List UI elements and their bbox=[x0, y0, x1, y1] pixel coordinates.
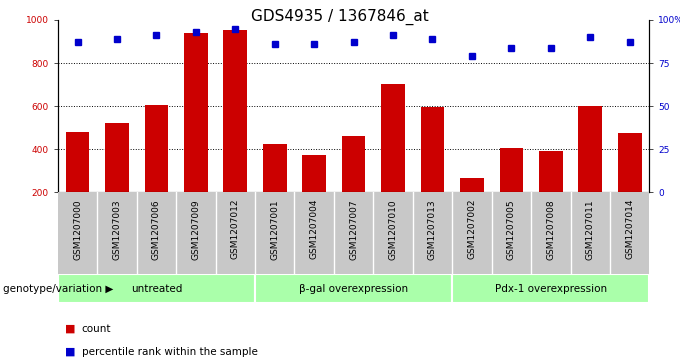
Text: Pdx-1 overexpression: Pdx-1 overexpression bbox=[495, 284, 607, 294]
Text: GSM1207007: GSM1207007 bbox=[349, 199, 358, 260]
Bar bbox=[618, 133, 641, 192]
Text: β-gal overexpression: β-gal overexpression bbox=[299, 284, 408, 294]
Text: GSM1207011: GSM1207011 bbox=[585, 199, 595, 260]
Text: untreated: untreated bbox=[131, 284, 182, 294]
Bar bbox=[452, 274, 649, 303]
Text: GSM1207013: GSM1207013 bbox=[428, 199, 437, 260]
Bar bbox=[460, 178, 483, 192]
Bar bbox=[579, 106, 602, 192]
Text: count: count bbox=[82, 323, 111, 334]
Bar bbox=[255, 274, 452, 303]
Text: GSM1207012: GSM1207012 bbox=[231, 199, 240, 260]
Bar bbox=[66, 132, 89, 192]
Text: ■: ■ bbox=[65, 347, 75, 357]
Text: GDS4935 / 1367846_at: GDS4935 / 1367846_at bbox=[251, 9, 429, 25]
Bar bbox=[381, 83, 405, 192]
Text: GSM1207014: GSM1207014 bbox=[625, 199, 634, 260]
Bar bbox=[303, 155, 326, 192]
Bar bbox=[342, 136, 365, 192]
Text: percentile rank within the sample: percentile rank within the sample bbox=[82, 347, 258, 357]
Bar bbox=[105, 123, 129, 192]
Text: GSM1207004: GSM1207004 bbox=[309, 199, 319, 260]
Bar bbox=[224, 30, 247, 192]
Text: ■: ■ bbox=[65, 323, 75, 334]
Text: genotype/variation ▶: genotype/variation ▶ bbox=[3, 284, 114, 294]
Bar bbox=[58, 274, 255, 303]
Text: GSM1207000: GSM1207000 bbox=[73, 199, 82, 260]
Bar bbox=[184, 33, 207, 192]
Bar bbox=[421, 107, 444, 192]
Bar bbox=[539, 151, 562, 192]
Text: GSM1207005: GSM1207005 bbox=[507, 199, 516, 260]
Text: GSM1207006: GSM1207006 bbox=[152, 199, 161, 260]
Bar bbox=[263, 144, 286, 192]
Text: GSM1207002: GSM1207002 bbox=[467, 199, 477, 260]
Text: GSM1207008: GSM1207008 bbox=[546, 199, 556, 260]
Bar bbox=[145, 105, 168, 192]
Text: GSM1207001: GSM1207001 bbox=[270, 199, 279, 260]
Text: GSM1207010: GSM1207010 bbox=[388, 199, 398, 260]
Bar bbox=[500, 148, 523, 192]
Text: GSM1207003: GSM1207003 bbox=[112, 199, 122, 260]
Text: GSM1207009: GSM1207009 bbox=[191, 199, 201, 260]
